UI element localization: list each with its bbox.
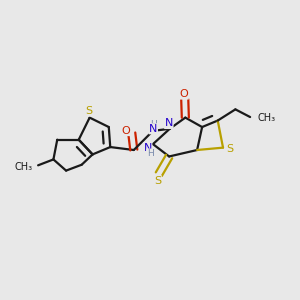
Text: S: S xyxy=(85,106,93,116)
Text: N: N xyxy=(165,118,173,128)
Text: H: H xyxy=(150,120,157,129)
Text: CH₃: CH₃ xyxy=(257,112,276,123)
Text: S: S xyxy=(226,144,233,154)
Text: CH₃: CH₃ xyxy=(15,162,33,172)
Text: N: N xyxy=(149,124,158,134)
Text: N: N xyxy=(143,142,152,153)
Text: O: O xyxy=(179,89,188,99)
Text: S: S xyxy=(154,176,161,186)
Text: H: H xyxy=(147,149,153,158)
Text: O: O xyxy=(121,126,130,136)
